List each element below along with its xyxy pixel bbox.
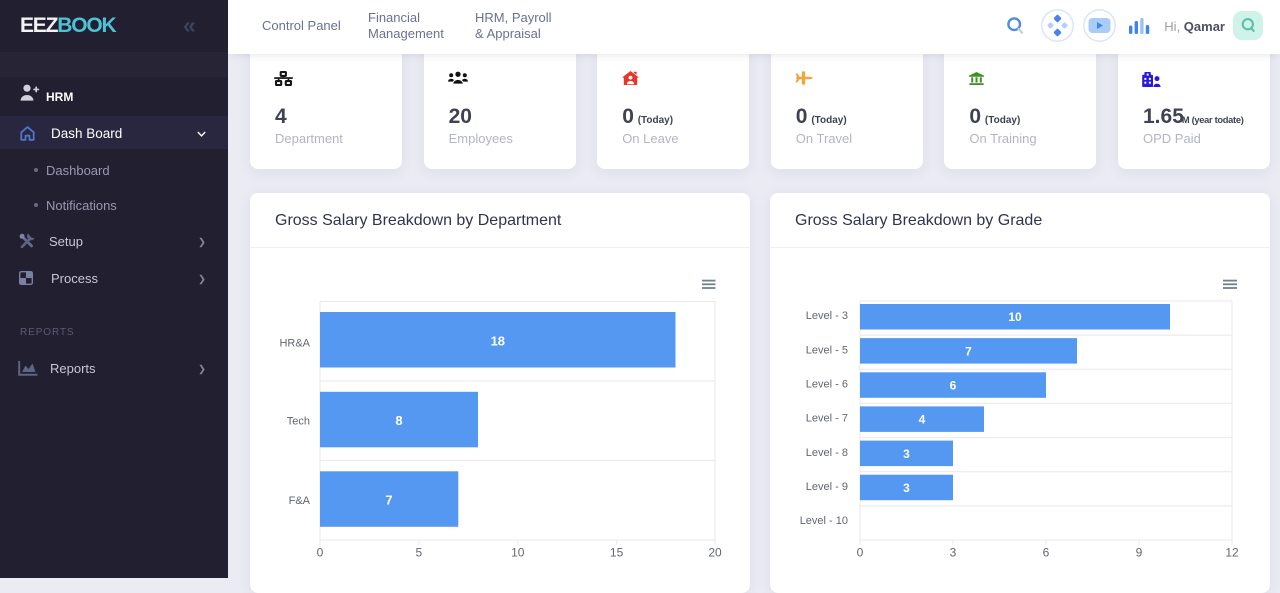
svg-text:3: 3	[903, 447, 910, 461]
svg-text:12: 12	[1225, 546, 1239, 560]
svg-text:7: 7	[965, 344, 972, 358]
svg-text:Level - 7: Level - 7	[806, 413, 848, 425]
svg-text:6: 6	[1043, 546, 1050, 560]
svg-text:F&A: F&A	[289, 495, 311, 507]
svg-text:5: 5	[416, 546, 423, 560]
svg-text:0: 0	[317, 546, 324, 560]
svg-text:7: 7	[385, 493, 392, 508]
svg-text:4: 4	[919, 413, 926, 427]
svg-text:8: 8	[395, 413, 402, 428]
svg-text:Level - 10: Level - 10	[800, 515, 848, 527]
svg-text:Level - 3: Level - 3	[806, 310, 848, 322]
svg-text:Level - 5: Level - 5	[806, 344, 848, 356]
svg-text:3: 3	[950, 546, 957, 560]
svg-text:3: 3	[903, 481, 910, 495]
svg-text:15: 15	[610, 546, 624, 560]
svg-text:Level - 6: Level - 6	[806, 379, 848, 391]
svg-text:6: 6	[950, 379, 957, 393]
svg-text:10: 10	[511, 546, 525, 560]
svg-text:Level - 8: Level - 8	[806, 447, 848, 459]
svg-text:Tech: Tech	[287, 416, 310, 428]
svg-text:Level - 9: Level - 9	[806, 481, 848, 493]
svg-text:HR&A: HR&A	[279, 338, 310, 350]
svg-text:10: 10	[1008, 310, 1022, 324]
svg-text:0: 0	[857, 546, 864, 560]
svg-text:9: 9	[1136, 546, 1143, 560]
svg-text:20: 20	[708, 546, 722, 560]
svg-text:18: 18	[491, 334, 505, 349]
